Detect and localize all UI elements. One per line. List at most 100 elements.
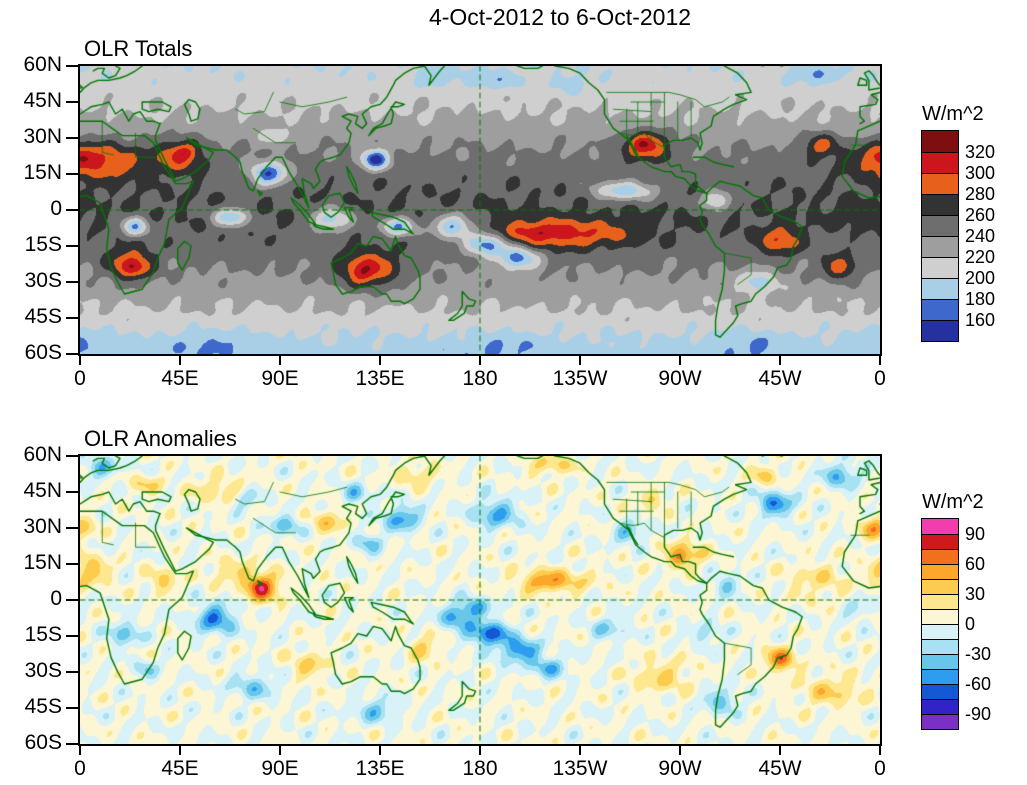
colorbar-tick-label: 0 <box>965 614 976 634</box>
colorbar-segment <box>922 624 958 639</box>
x-tick-label: 45W <box>758 367 802 390</box>
y-axis-tick <box>66 353 78 355</box>
x-axis-tick <box>579 356 581 365</box>
y-tick-label: 30N <box>23 515 62 538</box>
y-axis-tick <box>66 671 78 673</box>
x-axis-tick <box>879 356 881 365</box>
colorbar-segment <box>922 278 958 299</box>
colorbar-segment <box>922 684 958 699</box>
colorbar-tick-label: 200 <box>965 268 996 288</box>
x-axis-tick <box>379 356 381 365</box>
x-tick-label: 180 <box>462 367 498 390</box>
x-tick-label: 45E <box>161 367 199 390</box>
olr-totals-colorbar-units: W/m^2 <box>922 103 984 125</box>
colorbar-segment <box>922 594 958 609</box>
colorbar-tick-label: -30 <box>965 644 992 664</box>
colorbar-tick-label: 220 <box>965 247 996 267</box>
y-axis-tick <box>66 317 78 319</box>
colorbar-tick-label: 240 <box>965 226 996 246</box>
colorbar-segment <box>922 609 958 624</box>
x-tick-label: 90E <box>261 757 299 780</box>
x-axis-tick <box>779 356 781 365</box>
colorbar-segment <box>922 699 958 714</box>
olr-totals-title: OLR Totals <box>84 36 193 61</box>
x-tick-label: 0 <box>874 367 886 390</box>
colorbar-tick-label: 320 <box>965 142 996 162</box>
x-tick-label: 90W <box>658 757 702 780</box>
x-axis-tick <box>879 746 881 755</box>
x-tick-label: 0 <box>74 367 86 390</box>
colorbar-tick-label: 300 <box>965 163 996 183</box>
colorbar-tick-label: 60 <box>965 554 986 574</box>
y-axis-tick <box>66 65 78 67</box>
colorbar-segment <box>922 320 958 341</box>
y-axis-tick <box>66 101 78 103</box>
plot-frame <box>78 454 882 746</box>
x-tick-label: 135W <box>552 757 608 780</box>
y-tick-label: 60S <box>24 341 62 364</box>
y-axis-tick <box>66 173 78 175</box>
y-tick-label: 0 <box>50 197 62 220</box>
x-axis-tick <box>79 356 81 365</box>
figure-title: 4-Oct-2012 to 6-Oct-2012 <box>428 4 692 30</box>
colorbar-segment <box>922 534 958 549</box>
x-axis-tick <box>179 746 181 755</box>
colorbar-segment <box>922 299 958 320</box>
x-axis-tick <box>79 746 81 755</box>
colorbar-segment <box>922 215 958 236</box>
x-axis-tick <box>679 746 681 755</box>
y-axis-tick <box>66 563 78 565</box>
x-tick-label: 45E <box>161 757 199 780</box>
y-tick-label: 0 <box>50 587 62 610</box>
colorbar-segment <box>922 669 958 684</box>
y-axis-tick <box>66 209 78 211</box>
colorbar-tick-label: -60 <box>965 674 992 694</box>
plot-frame <box>78 64 882 356</box>
y-tick-label: 45S <box>24 305 62 328</box>
colorbar-segment <box>922 549 958 564</box>
colorbar-segment <box>922 564 958 579</box>
x-axis-tick <box>579 746 581 755</box>
colorbar-tick-label: 180 <box>965 289 996 309</box>
x-tick-label: 135W <box>552 367 608 390</box>
x-tick-label: 180 <box>462 757 498 780</box>
x-axis-tick <box>279 746 281 755</box>
x-axis-tick <box>379 746 381 755</box>
x-axis-tick <box>679 356 681 365</box>
y-tick-label: 15S <box>24 623 62 646</box>
x-tick-label: 90W <box>658 367 702 390</box>
x-tick-label: 135E <box>355 757 405 780</box>
y-tick-label: 60N <box>23 443 62 466</box>
x-axis-tick <box>279 356 281 365</box>
colorbar-segment <box>922 639 958 654</box>
colorbar-tick-label: 160 <box>965 310 996 330</box>
colorbar <box>921 130 959 342</box>
y-axis-tick <box>66 245 78 247</box>
olr-anomalies-map <box>80 456 880 744</box>
y-axis-tick <box>66 635 78 637</box>
y-tick-label: 30N <box>23 125 62 148</box>
y-tick-label: 45N <box>23 479 62 502</box>
colorbar-tick-label: 280 <box>965 184 996 204</box>
y-axis-tick <box>66 281 78 283</box>
colorbar-segment <box>922 519 958 534</box>
colorbar-segment <box>922 194 958 215</box>
y-tick-label: 15N <box>23 161 62 184</box>
colorbar-tick-label: 260 <box>965 205 996 225</box>
y-axis-tick <box>66 137 78 139</box>
x-axis-tick <box>479 356 481 365</box>
y-tick-label: 30S <box>24 659 62 682</box>
colorbar-segment <box>922 714 958 729</box>
y-axis-tick <box>66 599 78 601</box>
y-axis-tick <box>66 527 78 529</box>
y-axis-tick <box>66 707 78 709</box>
x-tick-label: 45W <box>758 757 802 780</box>
y-tick-label: 15N <box>23 551 62 574</box>
y-tick-label: 30S <box>24 269 62 292</box>
colorbar-segment <box>922 257 958 278</box>
olr-anomalies-title: OLR Anomalies <box>84 426 237 451</box>
colorbar-segment <box>922 152 958 173</box>
olr-totals-map <box>80 66 880 354</box>
y-axis-tick <box>66 743 78 745</box>
x-axis-tick <box>779 746 781 755</box>
